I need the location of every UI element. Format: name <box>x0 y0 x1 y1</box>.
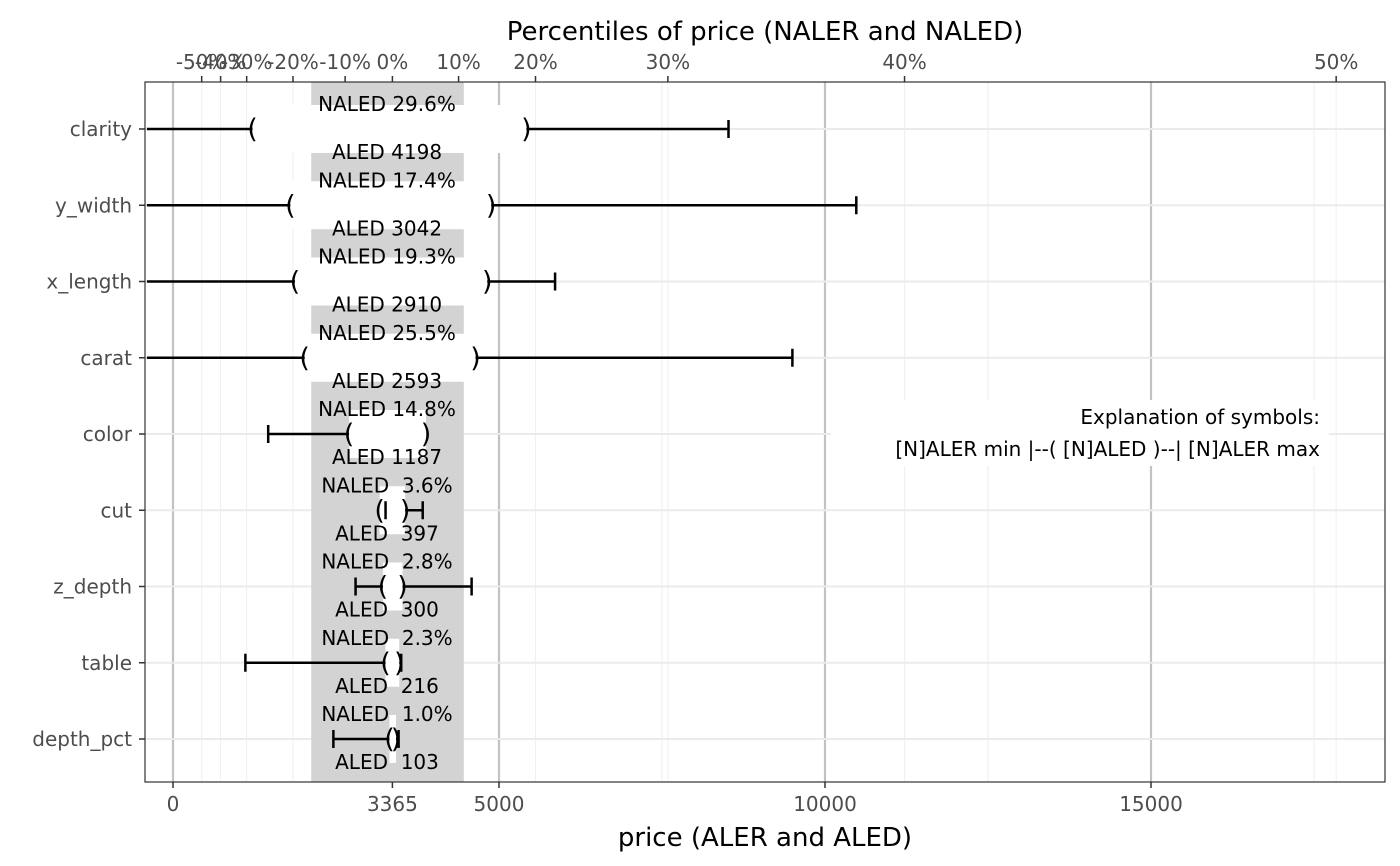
y-tick-label-color: color <box>83 422 133 446</box>
naled-label-color: NALED 14.8% <box>318 397 456 421</box>
top-tick-label: -30% <box>221 50 273 74</box>
aled-low-symbol-z_depth: ( <box>378 572 389 603</box>
x-axis-top: -50%-40%-30%-20% -10% 0% 10% 20% 30% 40% 50% <box>176 50 1358 82</box>
aled-high-symbol-x_length: ) <box>482 267 493 298</box>
aled-high-symbol-y_width: ) <box>486 190 497 221</box>
symbol-legend: Explanation of symbols: [N]ALER min |--(… <box>831 400 1329 466</box>
aled-interval-x_length <box>294 257 488 306</box>
aled-label-color: ALED 1187 <box>332 445 442 469</box>
feature-rows: () NALED 29.6% ALED 4198 () NALED 17.4% ALED … <box>146 92 858 774</box>
top-tick-label: -10% <box>319 50 371 74</box>
legend-title: Explanation of symbols: <box>1080 405 1320 429</box>
top-tick-label: 0% <box>377 50 409 74</box>
top-tick-label: 20% <box>513 50 557 74</box>
naled-label-depth_pct: NALED 1.0% <box>321 702 452 726</box>
row-y_width: () NALED 17.4% ALED 3042 <box>146 168 858 240</box>
naled-label-table: NALED 2.3% <box>321 626 452 650</box>
aled-low-symbol-y_width: ( <box>285 190 296 221</box>
aled-label-clarity: ALED 4198 <box>332 140 442 164</box>
x-axis-bottom: 0 3365 5000 10000 15000 <box>167 782 1183 816</box>
y-tick-label-cut: cut <box>100 498 132 522</box>
x-axis-label: price (ALER and ALED) <box>618 823 912 853</box>
aled-interval-cut <box>379 486 406 535</box>
aled-interval-color <box>349 410 426 458</box>
naled-label-y_width: NALED 17.4% <box>318 168 456 192</box>
naled-label-clarity: NALED 29.6% <box>318 92 456 116</box>
chart-title: Percentiles of price (NALER and NALED) <box>507 17 1024 47</box>
y-tick-label-z_depth: z_depth <box>53 575 132 599</box>
naled-label-cut: NALED 3.6% <box>321 473 452 497</box>
x-tick-label: 0 <box>167 792 180 816</box>
y-tick-label-table: table <box>81 651 132 675</box>
aled-high-symbol-color: ) <box>421 419 432 450</box>
aled-low-symbol-table: ( <box>380 648 391 679</box>
aled-interval-table <box>385 638 400 687</box>
aled-high-symbol-clarity: ) <box>521 114 532 145</box>
top-tick-label: 10% <box>436 50 480 74</box>
x-tick-label: 10000 <box>793 792 857 816</box>
top-tick-label: 30% <box>646 50 690 74</box>
aled-high-symbol-carat: ) <box>470 343 481 374</box>
aled-low-symbol-carat: ( <box>299 343 310 374</box>
row-x_length: () NALED 19.3% ALED 2910 <box>146 245 557 317</box>
naled-label-x_length: NALED 19.3% <box>318 245 456 269</box>
aled-high-symbol-cut: ) <box>400 495 411 526</box>
aled-label-cut: ALED 397 <box>335 521 439 545</box>
aled-high-symbol-z_depth: ) <box>397 572 408 603</box>
aled-interval-y_width <box>290 181 492 230</box>
aled-label-z_depth: ALED 300 <box>335 598 439 622</box>
row-z_depth: ()NALED 2.8% ALED 300 <box>321 550 473 622</box>
aled-low-symbol-x_length: ( <box>290 267 301 298</box>
top-tick-label: -50% <box>176 50 228 74</box>
row-carat: () NALED 25.5% ALED 2593 <box>146 321 794 393</box>
x-tick-label: 3365 <box>367 792 418 816</box>
aled-high-symbol-table: ) <box>394 648 405 679</box>
row-cut: ()NALED 3.6% ALED 397 <box>321 473 452 545</box>
legend-background <box>831 400 1329 466</box>
top-tick-label: -20% <box>267 50 319 74</box>
aled-low-symbol-depth_pct: ( <box>384 724 395 755</box>
aled-label-x_length: ALED 2910 <box>332 293 442 317</box>
row-clarity: () NALED 29.6% ALED 4198 <box>146 92 730 164</box>
aled-low-symbol-clarity: ( <box>247 114 258 145</box>
x-tick-label: 15000 <box>1119 792 1183 816</box>
aled-label-y_width: ALED 3042 <box>332 216 442 240</box>
aled-interval-z_depth <box>382 562 403 611</box>
y-tick-label-clarity: clarity <box>70 117 132 141</box>
y-tick-label-y_width: y_width <box>55 193 132 217</box>
naled-label-z_depth: NALED 2.8% <box>321 550 452 574</box>
aled-interval-clarity <box>252 105 527 153</box>
plot-panel-border <box>144 81 1386 783</box>
naled-label-carat: NALED 25.5% <box>318 321 456 345</box>
y-tick-label-depth_pct: depth_pct <box>32 727 132 751</box>
top-tick-label: 40% <box>882 50 926 74</box>
aled-label-table: ALED 216 <box>335 674 439 698</box>
top-tick-label: 50% <box>1314 50 1358 74</box>
aled-high-symbol-depth_pct: ) <box>391 724 402 755</box>
aled-interval-depth_pct <box>389 715 396 763</box>
top-tick-label: -40% <box>195 50 247 74</box>
aled-label-carat: ALED 2593 <box>332 369 442 393</box>
row-color: ()NALED 14.8% ALED 1187 <box>266 397 456 469</box>
row-depth_pct: ()NALED 1.0% ALED 103 <box>321 702 452 774</box>
aled-interval-carat <box>304 333 476 382</box>
x-tick-label: 5000 <box>474 792 525 816</box>
row-table: ()NALED 2.3% ALED 216 <box>244 626 453 698</box>
aled-label-depth_pct: ALED 103 <box>335 750 439 774</box>
y-tick-label-x_length: x_length <box>46 270 132 294</box>
aled-low-symbol-color: ( <box>344 419 355 450</box>
legend-text: [N]ALER min |--( [N]ALED )--| [N]ALER ma… <box>895 437 1320 461</box>
y-tick-label-carat: carat <box>80 346 132 370</box>
aled-low-symbol-cut: ( <box>374 495 385 526</box>
